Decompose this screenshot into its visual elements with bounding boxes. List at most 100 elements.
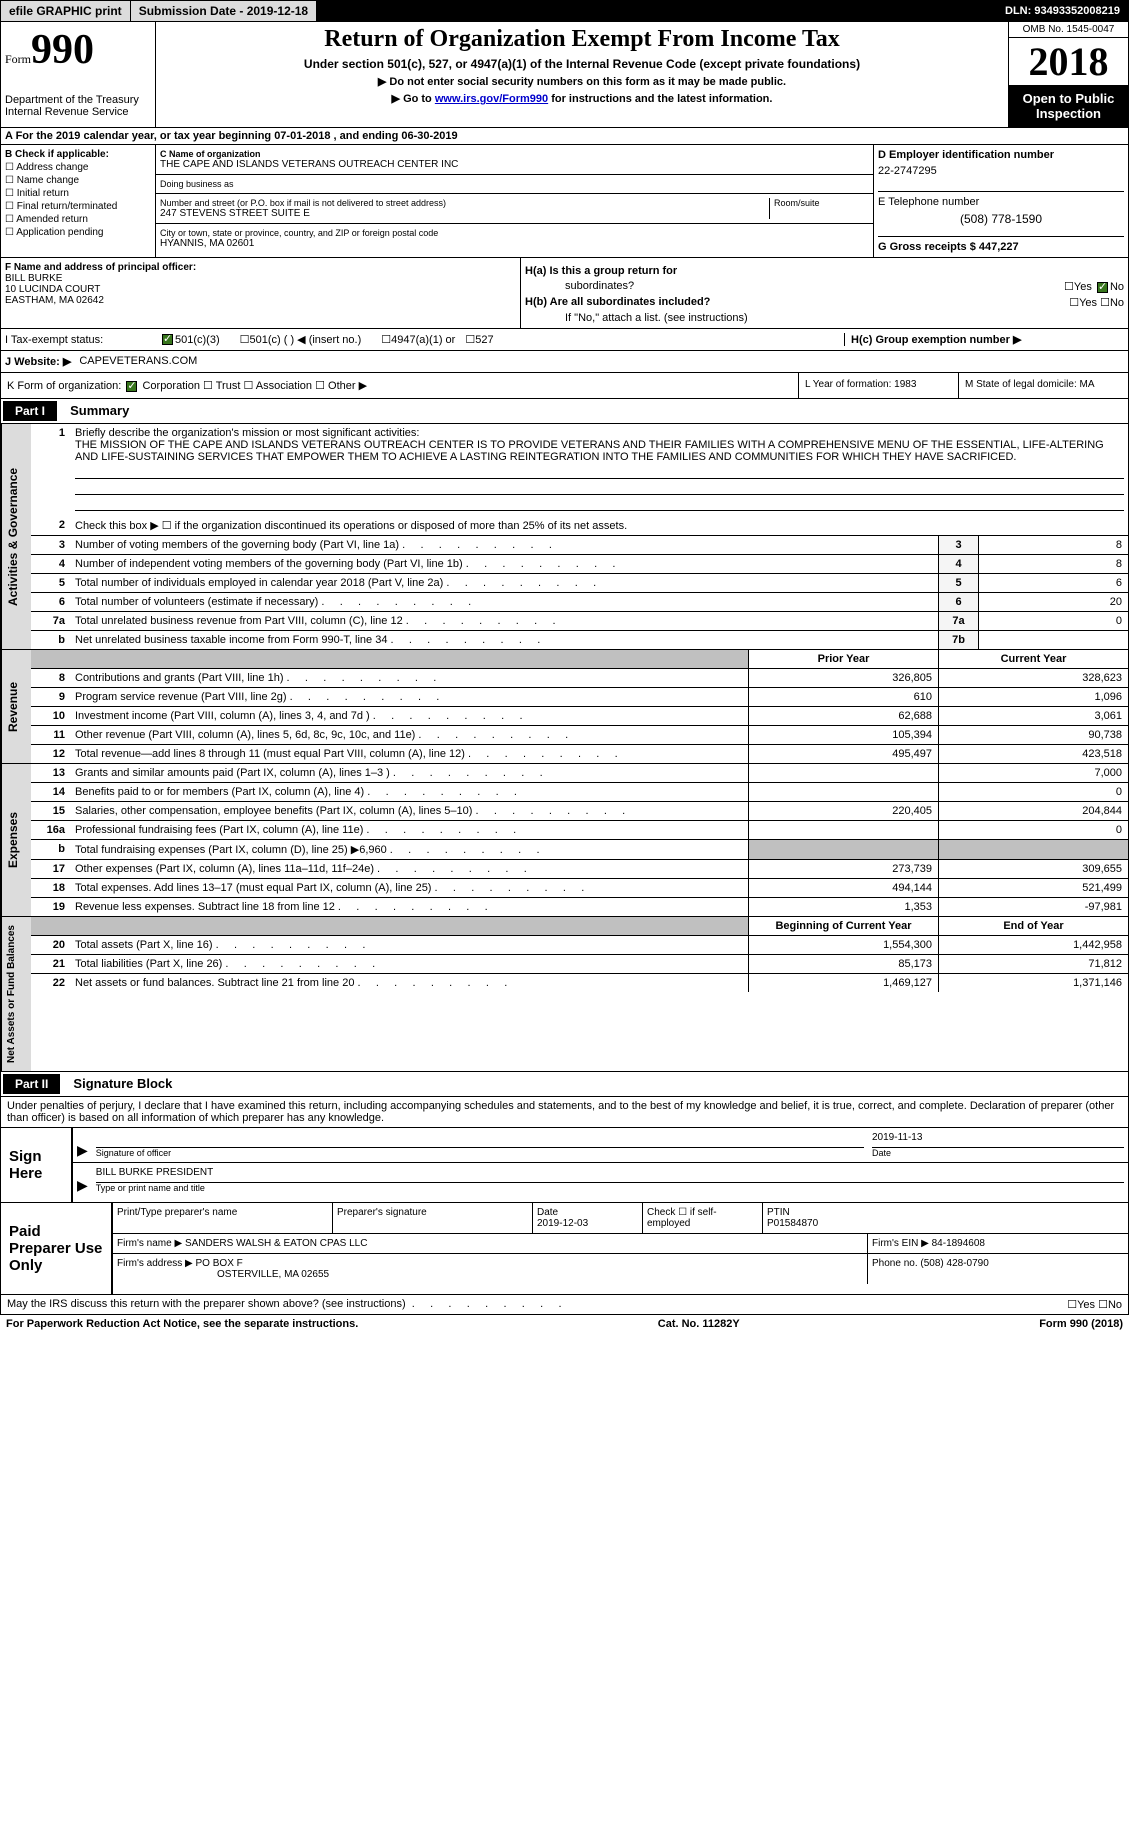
side-expenses: Expenses <box>1 764 31 916</box>
financial-line: 22 Net assets or fund balances. Subtract… <box>31 974 1128 992</box>
form-footer: Form 990 (2018) <box>1039 1318 1123 1330</box>
gov-section: Activities & Governance 1 Briefly descri… <box>0 424 1129 650</box>
firm-name: SANDERS WALSH & EATON CPAS LLC <box>185 1238 367 1249</box>
mission-text: THE MISSION OF THE CAPE AND ISLANDS VETE… <box>75 439 1104 463</box>
website-value: CAPEVETERANS.COM <box>79 355 197 368</box>
current-value: 309,655 <box>938 860 1128 878</box>
prior-value: 326,805 <box>748 669 938 687</box>
org-address: 247 STEVENS STREET SUITE E <box>160 208 769 219</box>
open-public: Open to Public Inspection <box>1009 85 1128 127</box>
instruction-2: ▶ Go to www.irs.gov/Form990 for instruct… <box>160 92 1004 105</box>
financial-line: 10 Investment income (Part VIII, column … <box>31 707 1128 726</box>
prior-value: 495,497 <box>748 745 938 763</box>
no-checkbox <box>1097 282 1108 293</box>
officer-h-block: F Name and address of principal officer:… <box>0 258 1129 329</box>
current-value: 71,812 <box>938 955 1128 973</box>
current-value: 521,499 <box>938 879 1128 897</box>
financial-line: 12 Total revenue—add lines 8 through 11 … <box>31 745 1128 763</box>
part2-title: Signature Block <box>63 1076 172 1091</box>
top-bar: efile GRAPHIC print Submission Date - 20… <box>0 0 1129 22</box>
current-value: 1,096 <box>938 688 1128 706</box>
netassets-section: Net Assets or Fund Balances Beginning of… <box>0 917 1129 1072</box>
current-value: 90,738 <box>938 726 1128 744</box>
main-title: Return of Organization Exempt From Incom… <box>160 26 1004 53</box>
row-a: A For the 2019 calendar year, or tax yea… <box>0 128 1129 145</box>
omb-number: OMB No. 1545-0047 <box>1009 22 1128 38</box>
officer-cell: F Name and address of principal officer:… <box>1 258 521 328</box>
ptin: P01584870 <box>767 1218 818 1229</box>
dln: DLN: 93493352008219 <box>997 2 1128 20</box>
paid-preparer-block: Paid Preparer Use Only Print/Type prepar… <box>0 1203 1129 1295</box>
prior-value: 220,405 <box>748 802 938 820</box>
prior-value: 62,688 <box>748 707 938 725</box>
current-value: 328,623 <box>938 669 1128 687</box>
current-value: 0 <box>938 783 1128 801</box>
gov-value: 6 <box>978 574 1128 592</box>
side-gov: Activities & Governance <box>1 424 31 649</box>
financial-line: 13 Grants and similar amounts paid (Part… <box>31 764 1128 783</box>
current-value: -97,981 <box>938 898 1128 916</box>
sig-date: 2019-11-13 <box>872 1132 1124 1148</box>
gov-value: 8 <box>978 536 1128 554</box>
prior-value <box>748 764 938 782</box>
footer: For Paperwork Reduction Act Notice, see … <box>0 1315 1129 1333</box>
penalty-text: Under penalties of perjury, I declare th… <box>0 1097 1129 1128</box>
section-bcd: B Check if applicable: ☐ Address change … <box>0 145 1129 258</box>
sign-here-block: Sign Here ▶ Signature of officer 2019-11… <box>0 1128 1129 1203</box>
gov-value: 0 <box>978 612 1128 630</box>
col-c: C Name of organization THE CAPE AND ISLA… <box>156 145 873 257</box>
prior-value: 494,144 <box>748 879 938 897</box>
prior-value: 1,469,127 <box>748 974 938 992</box>
title-cell: Return of Organization Exempt From Incom… <box>156 22 1008 127</box>
prior-value: 85,173 <box>748 955 938 973</box>
part1-header: Part I <box>3 401 57 421</box>
subtitle: Under section 501(c), 527, or 4947(a)(1)… <box>160 57 1004 71</box>
prior-value: 1,554,300 <box>748 936 938 954</box>
form-header: Form990 Department of the Treasury Inter… <box>0 22 1129 128</box>
part2-header-row: Part II Signature Block <box>0 1072 1129 1097</box>
firm-ein: 84-1894608 <box>932 1238 985 1249</box>
discuss-row: May the IRS discuss this return with the… <box>0 1295 1129 1315</box>
efile-label[interactable]: efile GRAPHIC print <box>1 1 131 21</box>
submission-date: Submission Date - 2019-12-18 <box>131 1 317 21</box>
current-value: 1,442,958 <box>938 936 1128 954</box>
year-formation: L Year of formation: 1983 <box>798 373 958 398</box>
current-value: 3,061 <box>938 707 1128 725</box>
officer-name: BILL BURKE <box>5 273 516 284</box>
financial-line: b Total fundraising expenses (Part IX, c… <box>31 840 1128 860</box>
gov-value <box>978 631 1128 649</box>
current-value: 204,844 <box>938 802 1128 820</box>
financial-line: 16a Professional fundraising fees (Part … <box>31 821 1128 840</box>
prior-value: 1,353 <box>748 898 938 916</box>
current-value: 0 <box>938 821 1128 839</box>
irs-link[interactable]: www.irs.gov/Form990 <box>435 93 548 105</box>
corp-checkbox <box>126 381 137 392</box>
prep-date: 2019-12-03 <box>537 1218 588 1229</box>
financial-line: 19 Revenue less expenses. Subtract line … <box>31 898 1128 916</box>
tax-year: 2018 <box>1009 38 1128 85</box>
side-netassets: Net Assets or Fund Balances <box>1 917 31 1071</box>
gov-line: 5 Total number of individuals employed i… <box>31 574 1128 593</box>
financial-line: 20 Total assets (Part X, line 16) 1,554,… <box>31 936 1128 955</box>
part2-header: Part II <box>3 1074 60 1094</box>
org-city: HYANNIS, MA 02601 <box>160 238 438 249</box>
financial-line: 18 Total expenses. Add lines 13–17 (must… <box>31 879 1128 898</box>
org-name: THE CAPE AND ISLANDS VETERANS OUTREACH C… <box>160 159 869 170</box>
form-number-cell: Form990 Department of the Treasury Inter… <box>1 22 156 127</box>
financial-line: 15 Salaries, other compensation, employe… <box>31 802 1128 821</box>
state-domicile: M State of legal domicile: MA <box>958 373 1128 398</box>
prior-value <box>748 783 938 801</box>
website-row: J Website: ▶ CAPEVETERANS.COM <box>0 351 1129 373</box>
501c3-checkbox <box>162 334 173 345</box>
sign-here-label: Sign Here <box>1 1128 71 1202</box>
current-value: 7,000 <box>938 764 1128 782</box>
year-cell: OMB No. 1545-0047 2018 Open to Public In… <box>1008 22 1128 127</box>
side-revenue: Revenue <box>1 650 31 763</box>
financial-line: 11 Other revenue (Part VIII, column (A),… <box>31 726 1128 745</box>
financial-line: 8 Contributions and grants (Part VIII, l… <box>31 669 1128 688</box>
revenue-section: Revenue Prior Year Current Year 8 Contri… <box>0 650 1129 764</box>
firm-phone: (508) 428-0790 <box>920 1258 988 1269</box>
h-cell: H(a) Is this a group return for subordin… <box>521 258 1128 328</box>
col-d: D Employer identification number 22-2747… <box>873 145 1128 257</box>
klm-row: K Form of organization: Corporation ☐ Tr… <box>0 373 1129 399</box>
